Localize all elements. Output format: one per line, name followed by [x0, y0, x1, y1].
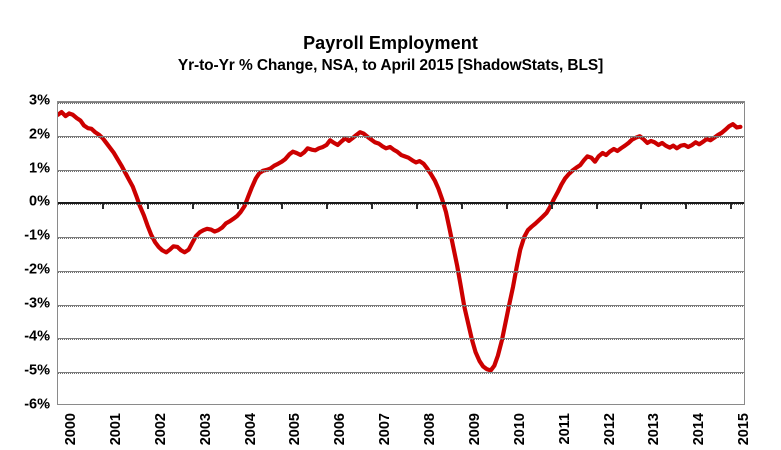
x-axis-tick-label: 2007 — [377, 413, 394, 446]
gridline — [58, 237, 744, 239]
x-axis-tick-label: 2000 — [63, 413, 79, 446]
x-axis-tick-label: 2012 — [601, 413, 618, 446]
gridline — [58, 270, 744, 272]
y-axis-tick-label: -3% — [24, 295, 50, 312]
gridline-dotted-overlay — [58, 339, 744, 341]
page-title: Payroll Employment — [303, 33, 478, 53]
x-axis-tick-label: 2010 — [511, 413, 528, 446]
y-axis-tick-mark — [46, 303, 50, 305]
y-axis-tick-label: -6% — [24, 396, 50, 413]
gridline-dotted-overlay — [58, 136, 744, 138]
x-axis-tick-mark — [416, 204, 419, 210]
y-axis-tick-mark — [46, 202, 50, 204]
x-axis-tick-mark — [685, 204, 688, 210]
gridline — [58, 304, 744, 306]
y-axis-tick-mark — [46, 337, 50, 339]
data-line — [58, 109, 743, 373]
x-axis-tick-label: 2004 — [242, 413, 259, 446]
gridline-dotted-overlay — [58, 204, 744, 206]
y-axis-tick-label: -1% — [24, 227, 50, 244]
x-axis-tick-label: 2006 — [332, 413, 349, 446]
gridline-dotted-overlay — [58, 305, 744, 307]
x-axis-tick-label: 2008 — [422, 413, 439, 446]
x-axis-tick-mark — [326, 204, 329, 210]
gridline-dotted-overlay — [58, 271, 744, 273]
y-axis-tick-label: -4% — [24, 328, 50, 345]
y-axis-tick-mark — [46, 371, 50, 373]
gridline-dotted-overlay — [58, 103, 744, 104]
y-axis-tick-label: -5% — [24, 362, 50, 379]
gridline — [58, 102, 744, 103]
y-axis-tick-label: 3% — [29, 92, 50, 109]
gridline-dotted-overlay — [58, 238, 744, 240]
x-axis-tick-label: 2003 — [197, 413, 214, 446]
x-axis: 2000 2001 2002 2003 2004 2005 2006 2007 2008 2009… — [0, 405, 781, 450]
y-axis-tick-label: 0% — [29, 193, 50, 210]
plot-inner — [58, 102, 744, 404]
zero-axis-line — [58, 202, 744, 205]
x-axis-tick-mark — [640, 204, 643, 210]
x-axis-tick-mark — [146, 204, 149, 210]
x-axis-tick-label: 2013 — [646, 413, 663, 446]
x-axis-tick-label: 2001 — [107, 413, 124, 446]
gridline-dotted-overlay — [58, 373, 744, 375]
y-axis-tick-label: 1% — [29, 160, 50, 177]
chart-subtitle: Yr-to-Yr % Change, NSA, to April 2015 [S… — [177, 57, 604, 74]
x-axis-tick-mark — [460, 204, 463, 210]
x-axis-tick-label: 2005 — [287, 413, 304, 446]
x-axis-tick-mark — [595, 204, 598, 210]
x-axis-tick-label: 2014 — [691, 413, 708, 446]
y-axis-tick-mark — [46, 101, 50, 102]
x-axis-tick-mark — [281, 204, 284, 210]
y-axis: 3% 2% 1% 0% -1% -2% -3% -4% -5% -6% — [0, 93, 50, 412]
y-axis-tick-mark — [46, 236, 50, 238]
x-axis-tick-label: 2002 — [152, 413, 169, 446]
x-axis-tick-label: 2011 — [556, 413, 573, 445]
x-axis-tick-label: 2009 — [466, 413, 483, 446]
y-axis-tick-mark — [46, 168, 50, 170]
y-axis-tick-mark — [46, 134, 50, 136]
y-axis-tick-mark — [46, 269, 50, 271]
x-axis-tick-mark — [550, 204, 553, 210]
x-axis-tick-mark — [505, 204, 508, 210]
chart-title-block: Payroll Employment Yr-to-Yr % Change, NS… — [0, 32, 781, 76]
x-axis-tick-mark — [236, 204, 239, 210]
x-axis-tick-mark — [371, 204, 374, 210]
x-axis-tick-mark — [730, 204, 733, 210]
plot-area — [57, 101, 745, 405]
gridline — [58, 372, 744, 374]
x-axis-tick-label: 2015 — [736, 413, 753, 446]
gridline — [58, 169, 744, 171]
y-axis-tick-label: -2% — [24, 261, 50, 278]
x-axis-tick-mark — [101, 204, 104, 210]
gridline — [58, 135, 744, 137]
gridline-dotted-overlay — [58, 170, 744, 172]
gridline — [58, 338, 744, 340]
x-axis-tick-mark — [191, 204, 194, 210]
y-axis-tick-label: 2% — [29, 126, 50, 143]
series-line-payroll-employment — [58, 109, 743, 373]
y-axis-tick-mark — [46, 405, 50, 406]
